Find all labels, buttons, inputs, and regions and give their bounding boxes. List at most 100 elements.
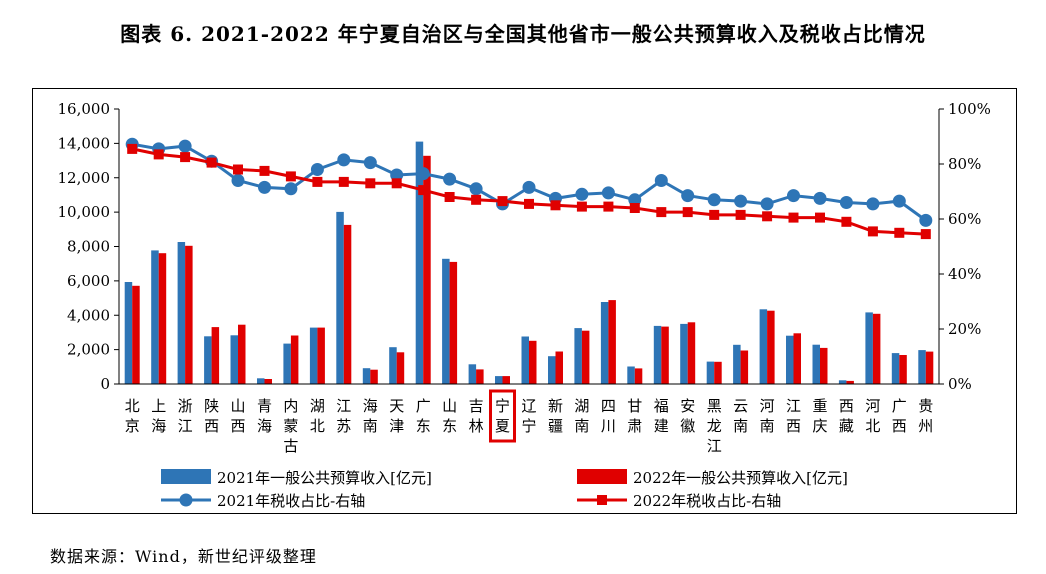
axes-layer: 0 2,000 4,000 6,000 8,000 10,000 12,000 14,000 1… bbox=[58, 100, 991, 393]
legend-label: 2022年税收占比-右轴 bbox=[633, 492, 781, 510]
x-tick-label: 宁夏 bbox=[495, 397, 510, 435]
point-2022-tax-ratio bbox=[497, 196, 508, 207]
bar-2022 bbox=[449, 261, 458, 384]
x-tick-label: 河北 bbox=[865, 397, 880, 435]
point-2022-tax-ratio bbox=[867, 226, 878, 237]
bar-2022 bbox=[925, 351, 934, 384]
point-2022-tax-ratio bbox=[391, 178, 402, 189]
bar-2022 bbox=[317, 327, 325, 384]
bar-2021 bbox=[389, 347, 397, 384]
bar-2022 bbox=[158, 253, 167, 384]
bar-2022 bbox=[846, 380, 854, 384]
right-tick-label: 100% bbox=[948, 100, 991, 118]
x-tick-label: 贵州 bbox=[918, 397, 933, 435]
point-2021-tax-ratio bbox=[575, 187, 589, 201]
left-tick-label: 0 bbox=[100, 375, 110, 393]
x-tick-label: 广西 bbox=[892, 397, 907, 435]
bar-2022 bbox=[211, 327, 220, 384]
bar-2022 bbox=[185, 245, 193, 384]
point-2022-tax-ratio bbox=[312, 176, 323, 187]
bar-2022 bbox=[820, 347, 828, 384]
chart-frame: 0 2,000 4,000 6,000 8,000 10,000 12,000 14,000 1… bbox=[32, 88, 1017, 514]
point-2022-tax-ratio bbox=[629, 203, 640, 213]
bar-2021 bbox=[468, 364, 477, 384]
point-2022-tax-ratio bbox=[127, 143, 138, 154]
left-tick-label: 4,000 bbox=[67, 306, 110, 324]
bar-2021 bbox=[653, 325, 662, 384]
bar-2022 bbox=[529, 340, 537, 384]
bar-2021 bbox=[521, 336, 529, 384]
x-tick-label: 上海 bbox=[151, 397, 166, 435]
x-tick-label: 湖北 bbox=[310, 397, 325, 435]
bar-2022 bbox=[581, 330, 590, 384]
x-tick-label: 江苏 bbox=[336, 397, 351, 435]
point-2022-tax-ratio bbox=[206, 157, 217, 168]
legend-label: 2022年一般公共预算收入[亿元] bbox=[633, 469, 848, 487]
bar-2021 bbox=[706, 361, 715, 384]
right-tick-label: 20% bbox=[948, 320, 981, 338]
x-tick-label: 陕西 bbox=[204, 397, 219, 435]
bar-2022 bbox=[793, 333, 801, 384]
x-tick-label: 山东 bbox=[442, 397, 457, 435]
point-2021-tax-ratio bbox=[443, 172, 457, 186]
legend-marker bbox=[179, 493, 193, 507]
x-tick-label: 湖南 bbox=[574, 397, 589, 435]
point-2022-tax-ratio bbox=[180, 152, 191, 163]
point-2021-tax-ratio bbox=[707, 193, 721, 207]
point-2022-tax-ratio bbox=[920, 229, 931, 240]
point-2021-tax-ratio bbox=[813, 191, 827, 205]
bar-2022 bbox=[476, 369, 484, 384]
point-2022-tax-ratio bbox=[259, 165, 270, 176]
legend-swatch bbox=[577, 469, 627, 484]
legend-label: 2021年税收占比-右轴 bbox=[217, 492, 365, 510]
bar-2022 bbox=[238, 324, 246, 384]
bar-2021 bbox=[151, 250, 159, 384]
bar-2022 bbox=[132, 285, 140, 384]
legend-marker bbox=[597, 495, 607, 505]
bar-2022 bbox=[634, 368, 643, 384]
bar-2022 bbox=[687, 322, 696, 384]
bar-2022 bbox=[767, 310, 775, 384]
point-2022-tax-ratio bbox=[735, 209, 746, 220]
chart-svg: 0 2,000 4,000 6,000 8,000 10,000 12,000 14,000 1… bbox=[58, 100, 991, 510]
bar-2022 bbox=[555, 351, 563, 384]
bar-2021 bbox=[362, 368, 371, 384]
bar-2022 bbox=[396, 352, 405, 384]
point-2022-tax-ratio bbox=[682, 207, 693, 218]
lines-layer bbox=[125, 137, 933, 240]
point-2022-tax-ratio bbox=[603, 201, 614, 212]
bar-2022 bbox=[899, 355, 907, 384]
point-2022-tax-ratio bbox=[762, 211, 773, 222]
point-2022-tax-ratio bbox=[233, 164, 243, 175]
point-2022-tax-ratio bbox=[444, 192, 455, 202]
point-2022-tax-ratio bbox=[365, 178, 376, 189]
bar-2021 bbox=[442, 258, 450, 384]
left-tick-label: 12,000 bbox=[58, 169, 111, 187]
x-tick-label: 河南 bbox=[760, 397, 775, 435]
bar-2021 bbox=[574, 328, 582, 384]
point-2021-tax-ratio bbox=[416, 167, 430, 181]
bar-2022 bbox=[608, 300, 616, 384]
point-2022-tax-ratio bbox=[153, 149, 164, 160]
bar-2022 bbox=[264, 379, 272, 384]
bar-2021 bbox=[495, 376, 503, 384]
right-tick-label: 0% bbox=[948, 375, 972, 393]
bar-2021 bbox=[124, 282, 133, 384]
source-note: 数据来源：Wind，新世纪评级整理 bbox=[50, 547, 317, 566]
x-tick-label: 浙江 bbox=[178, 397, 193, 435]
point-2021-tax-ratio bbox=[919, 213, 933, 227]
point-2021-tax-ratio bbox=[310, 163, 324, 176]
point-2022-tax-ratio bbox=[524, 198, 534, 209]
bar-2021 bbox=[918, 350, 926, 384]
legend: 2021年一般公共预算收入[亿元] 2022年一般公共预算收入[亿元] 2021年税… bbox=[161, 469, 848, 510]
x-tick-label: 福建 bbox=[654, 397, 669, 435]
left-tick-label: 14,000 bbox=[58, 134, 111, 152]
point-2021-tax-ratio bbox=[469, 182, 483, 196]
bar-2022 bbox=[661, 326, 669, 384]
x-tick-label: 新疆 bbox=[548, 397, 563, 435]
bar-2021 bbox=[548, 356, 556, 384]
bar-2021 bbox=[204, 336, 212, 384]
bar-2021 bbox=[733, 344, 741, 384]
point-2022-tax-ratio bbox=[418, 185, 429, 196]
left-tick-label: 6,000 bbox=[67, 272, 110, 290]
